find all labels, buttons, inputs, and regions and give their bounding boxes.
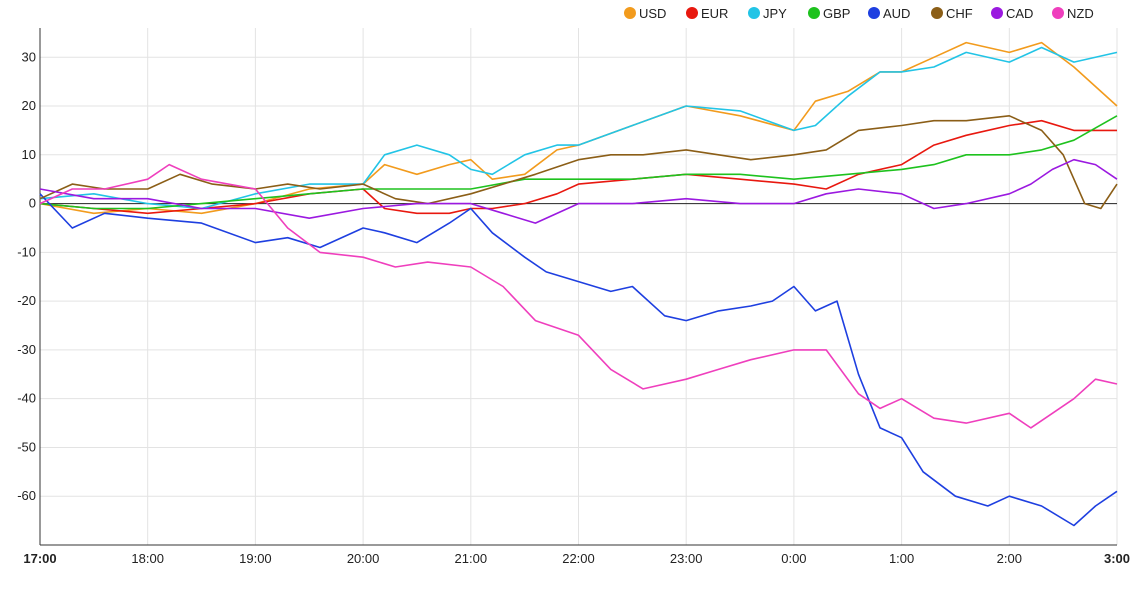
- x-tick-label: 1:00: [889, 551, 914, 566]
- x-tick-label: 0:00: [781, 551, 806, 566]
- series-lines: [39, 41, 1118, 527]
- legend-marker-aud: [868, 7, 880, 19]
- legend-label-jpy: JPY: [763, 6, 787, 21]
- y-tick-label: 30: [22, 49, 36, 64]
- series-line-aud: [39, 193, 1118, 527]
- grid-lines: [40, 28, 1118, 545]
- legend-marker-chf: [931, 7, 943, 19]
- y-tick-label: 20: [22, 98, 36, 113]
- legend-label-usd: USD: [639, 6, 666, 21]
- x-tick-label: 20:00: [347, 551, 380, 566]
- y-tick-label: -40: [17, 391, 36, 406]
- x-tick-label: 22:00: [562, 551, 595, 566]
- legend-marker-usd: [624, 7, 636, 19]
- y-tick-label: 0: [29, 196, 36, 211]
- legend-label-chf: CHF: [946, 6, 973, 21]
- y-tick-label: -10: [17, 244, 36, 259]
- x-axis: 17:00 18:00 19:00 20:00 21:00 22:00 23:00 0:00 1…: [23, 544, 1130, 566]
- legend-marker-gbp: [808, 7, 820, 19]
- series-line-jpy: [39, 46, 1118, 210]
- series-line-chf: [39, 115, 1118, 210]
- y-tick-label: -20: [17, 293, 36, 308]
- legend-label-aud: AUD: [883, 6, 910, 21]
- legend-label-gbp: GBP: [823, 6, 850, 21]
- y-tick-label: 10: [22, 147, 36, 162]
- legend-label-nzd: NZD: [1067, 6, 1094, 21]
- y-tick-label: -30: [17, 342, 36, 357]
- y-tick-label: -60: [17, 488, 36, 503]
- legend-marker-eur: [686, 7, 698, 19]
- series-line-nzd: [39, 163, 1118, 429]
- x-tick-label: 17:00: [23, 551, 56, 566]
- legend: USD EUR JPY GBP AUD CHF CAD NZD: [624, 6, 1094, 21]
- legend-marker-cad: [991, 7, 1003, 19]
- series-line-eur: [39, 119, 1117, 215]
- legend-label-cad: CAD: [1006, 6, 1033, 21]
- y-tick-label: -50: [17, 439, 36, 454]
- x-tick-label: 3:00: [1104, 551, 1130, 566]
- legend-label-eur: EUR: [701, 6, 728, 21]
- series-line-gbp: [39, 115, 1118, 210]
- x-tick-label: 19:00: [239, 551, 272, 566]
- x-tick-label: 21:00: [455, 551, 488, 566]
- x-tick-label: 18:00: [131, 551, 164, 566]
- legend-marker-nzd: [1052, 7, 1064, 19]
- x-tick-label: 23:00: [670, 551, 703, 566]
- y-axis: 30 20 10 0 -10 -20 -30 -40 -50 -60: [17, 28, 41, 545]
- legend-marker-jpy: [748, 7, 760, 19]
- x-tick-label: 2:00: [997, 551, 1022, 566]
